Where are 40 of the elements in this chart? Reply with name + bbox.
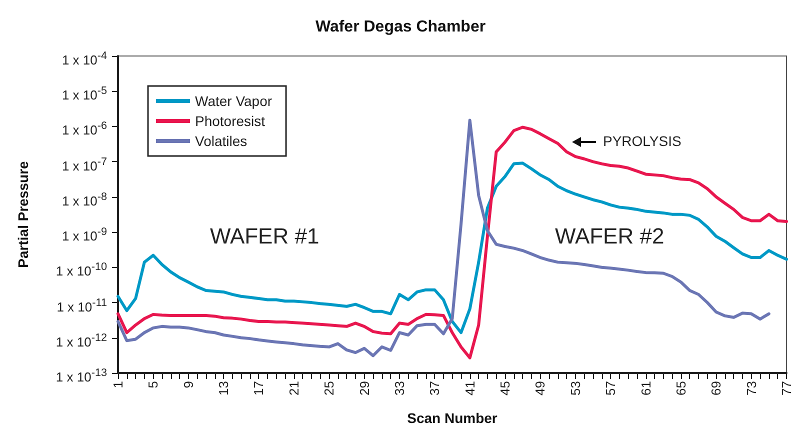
y-tick-label: 1 x 10$^{-9}$ [62,225,107,246]
y-tick-label: 1 x 10$^{-8}$ [62,190,107,210]
x-tick-label: 1 [110,381,126,388]
legend-label: Volatiles [195,133,248,149]
y-axis-title: Partial Pressure [15,160,31,268]
y-tick-label: 1 x 10$^{-7}$ [62,154,107,175]
x-tick-label: 25 [322,381,337,396]
x-tick-label: 45 [498,381,513,396]
y-tick-label: 1 x 10$^{-12}$ [56,330,107,352]
x-tick-label: 13 [216,381,232,396]
x-tick-label: 37 [427,381,442,396]
x-tick-label: 53 [568,381,583,396]
x-tick-label: 9 [180,381,196,388]
x-tick-label: 57 [603,381,618,396]
chart-title: Wafer Degas Chamber [315,18,486,36]
y-tick-label: 1 x 10$^{-13}$ [56,366,107,386]
y-tick-label: 1 x 10$^{-5}$ [62,84,107,105]
x-tick-label: 61 [638,381,654,396]
y-tick-label: 1 x 10$^{-4}$ [62,49,107,70]
y-tick-label: 1 x 10$^{-10}$ [56,260,107,281]
x-tick-label: 5 [146,381,161,388]
annotation: WAFER #1 [210,224,320,248]
x-tick-label: 41 [462,381,478,396]
line-series [116,162,788,334]
x-tick-label: 73 [744,381,759,396]
x-tick-label: 21 [286,381,302,396]
annotation: WAFER #2 [555,224,664,248]
x-tick-label: 17 [251,381,266,396]
y-tick-label: 1 x 10$^{-6}$ [62,119,107,140]
y-tick-label: 1 x 10$^{-11}$ [56,296,107,316]
legend-label: Water Vapor [195,93,272,109]
x-tick-label: 69 [708,381,724,396]
x-tick-label: 29 [356,381,372,396]
x-tick-label: 33 [392,381,407,396]
x-axis-title: Scan Number [407,410,498,426]
legend-label: Photoresist [195,113,266,129]
x-tick-label: 49 [532,381,548,396]
x-tick-label: 77 [779,381,794,396]
annotation: PYROLYSIS [603,133,682,149]
x-tick-label: 65 [673,381,688,396]
